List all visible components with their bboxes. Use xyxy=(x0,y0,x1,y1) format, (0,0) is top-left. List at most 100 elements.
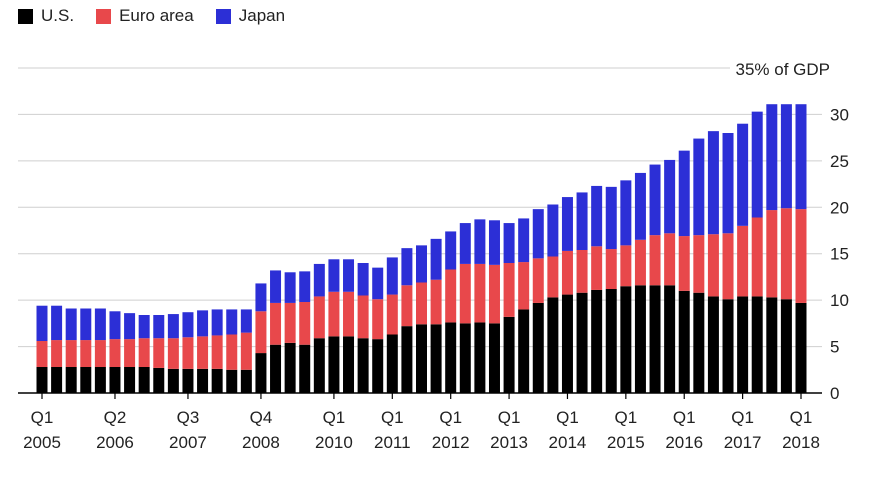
bar-us xyxy=(167,368,179,393)
x-tick-label-year: 2007 xyxy=(169,433,207,452)
bar-japan xyxy=(532,209,544,259)
bar-japan xyxy=(518,218,530,263)
bar-euro-area xyxy=(693,235,705,293)
legend-label-us: U.S. xyxy=(41,6,75,25)
bar-us xyxy=(503,316,515,393)
bar-euro-area xyxy=(328,291,340,337)
bar-japan xyxy=(416,245,427,283)
x-tick-label-quarter: Q1 xyxy=(615,408,638,427)
legend-item-us[interactable]: U.S. xyxy=(18,6,74,26)
bar-us xyxy=(605,289,617,393)
y-tick-label: 30 xyxy=(830,105,849,124)
bar-us xyxy=(357,338,369,393)
bar-euro-area xyxy=(795,209,807,303)
bar-euro-area xyxy=(620,245,632,287)
bar-japan xyxy=(65,308,77,341)
bar-us xyxy=(65,367,77,393)
bar-japan xyxy=(620,180,632,246)
bar-us xyxy=(678,290,690,393)
bar-us xyxy=(474,322,486,393)
x-tick-label-year: 2017 xyxy=(724,433,762,452)
bar-euro-area xyxy=(94,340,106,367)
bar-japan xyxy=(591,185,603,247)
bar-us xyxy=(328,336,340,393)
legend-item-euro-area[interactable]: Euro area xyxy=(96,6,194,26)
x-axis: Q1 2005 Q2 2006 Q3 2007 Q4 2008 Q1 2010 Q1 2011 Q1 20… xyxy=(18,392,822,452)
x-tick-label-year: 2016 xyxy=(665,433,703,452)
bar-japan xyxy=(124,313,136,340)
bar-euro-area xyxy=(138,338,150,367)
bar-euro-area xyxy=(270,302,282,345)
x-tick-label-quarter: Q1 xyxy=(498,408,521,427)
bar-us xyxy=(664,285,676,393)
bar-euro-area xyxy=(445,269,457,323)
legend: U.S. Euro area Japan xyxy=(18,6,285,26)
bar-us xyxy=(343,336,355,393)
bar-euro-area xyxy=(518,262,530,310)
bar-japan xyxy=(576,192,588,250)
bar-us xyxy=(182,368,194,393)
bar-japan xyxy=(313,263,325,297)
bar-euro-area xyxy=(649,235,661,286)
bar-us xyxy=(401,326,413,393)
y-tick-label: 5 xyxy=(830,338,839,357)
bar-us xyxy=(109,367,121,393)
bar-japan xyxy=(649,164,661,236)
bar-japan xyxy=(561,197,573,251)
bar-japan xyxy=(401,248,413,286)
bar-euro-area xyxy=(255,311,267,354)
bar-us xyxy=(94,367,106,393)
bar-us xyxy=(255,353,267,393)
legend-swatch-us xyxy=(18,8,33,24)
bar-japan xyxy=(109,311,121,340)
bar-euro-area xyxy=(284,302,296,343)
bar-us xyxy=(299,344,311,393)
bar-euro-area xyxy=(372,299,384,340)
bar-euro-area xyxy=(343,291,355,337)
bar-euro-area xyxy=(124,339,136,367)
bar-japan xyxy=(226,309,238,335)
x-tick-label-quarter: Q1 xyxy=(323,408,346,427)
bar-japan xyxy=(722,133,734,234)
x-tick-label-year: 2014 xyxy=(549,433,587,452)
bar-japan xyxy=(664,159,676,234)
x-tick-label-quarter: Q1 xyxy=(439,408,462,427)
bar-us xyxy=(270,344,282,393)
bar-us xyxy=(313,338,325,393)
bar-japan xyxy=(678,150,690,237)
bar-euro-area xyxy=(576,250,588,293)
x-tick-label-quarter: Q2 xyxy=(104,408,127,427)
bar-japan xyxy=(503,223,515,263)
bar-euro-area xyxy=(678,236,690,291)
bar-us xyxy=(634,285,646,393)
legend-item-japan[interactable]: Japan xyxy=(215,6,285,26)
bar-japan xyxy=(372,267,384,300)
bar-euro-area xyxy=(153,338,165,368)
bar-euro-area xyxy=(211,335,223,369)
y-tick-label: 20 xyxy=(830,198,849,217)
bar-us xyxy=(211,368,223,393)
x-tick-label-quarter: Q1 xyxy=(731,408,754,427)
bar-us xyxy=(561,294,573,393)
bar-euro-area xyxy=(109,339,121,367)
bar-euro-area xyxy=(737,225,749,297)
bar-japan xyxy=(284,272,296,303)
bar-us xyxy=(138,367,150,393)
bar-us xyxy=(416,324,427,393)
bar-us xyxy=(124,367,136,393)
bar-euro-area xyxy=(634,239,646,286)
bar-euro-area xyxy=(401,285,413,327)
bar-euro-area xyxy=(182,337,194,369)
bar-us xyxy=(576,292,588,393)
bar-japan xyxy=(795,104,807,210)
bar-us xyxy=(707,296,719,393)
x-tick-label-quarter: Q1 xyxy=(790,408,813,427)
bar-japan xyxy=(386,257,398,295)
bar-euro-area xyxy=(167,338,179,369)
bar-us xyxy=(372,339,384,393)
bar-euro-area xyxy=(430,279,442,325)
bar-us xyxy=(518,309,530,393)
bar-euro-area xyxy=(240,332,252,370)
x-tick-label-quarter: Q4 xyxy=(250,408,273,427)
